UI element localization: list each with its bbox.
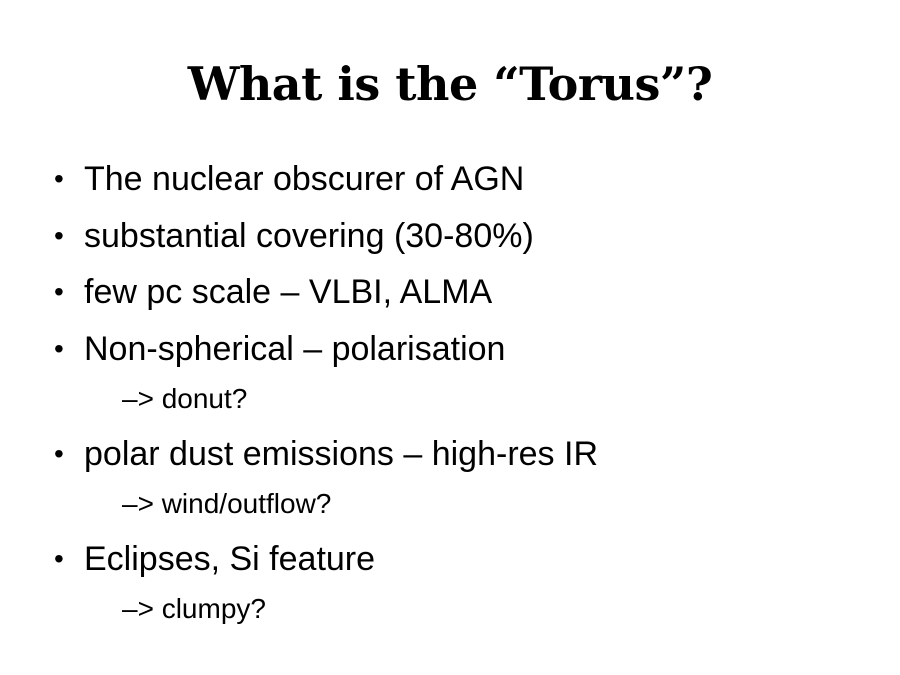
sub-bullet-text: –> donut?: [122, 383, 248, 414]
bullet-text: substantial covering (30-80%): [84, 217, 534, 255]
sub-bullet-text: –> clumpy?: [122, 593, 266, 624]
bullet-marker: •: [54, 276, 64, 307]
bullet-text: The nuclear obscurer of AGN: [84, 160, 525, 198]
bullet-text: few pc scale – VLBI, ALMA: [84, 273, 493, 311]
bullet-marker: •: [54, 543, 64, 574]
bullet-text: polar dust emissions – high-res IR: [84, 435, 599, 473]
bullet-marker: •: [54, 438, 64, 469]
bullet-marker: •: [54, 163, 64, 194]
bullet-text: Non-spherical – polarisation: [84, 330, 506, 368]
bullet-marker: •: [54, 220, 64, 251]
bullet-text: Eclipses, Si feature: [84, 540, 376, 578]
slide-title: What is the “Torus”?: [187, 57, 713, 111]
sub-bullet-text: –> wind/outflow?: [122, 488, 332, 519]
bullet-marker: •: [54, 333, 64, 364]
